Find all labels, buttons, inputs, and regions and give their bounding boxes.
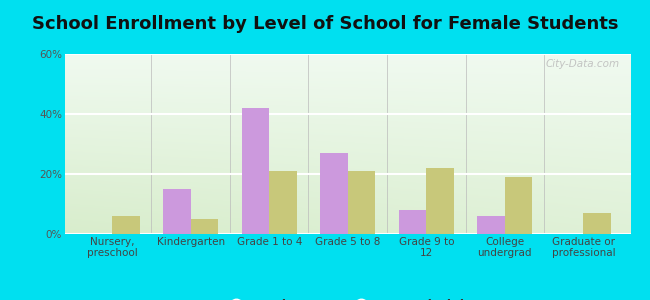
Bar: [320, 153, 348, 234]
Bar: [477, 216, 505, 234]
Bar: [242, 108, 269, 234]
Text: School Enrollment by Level of School for Female Students: School Enrollment by Level of School for…: [32, 15, 618, 33]
Legend: Lumberport, West Virginia: Lumberport, West Virginia: [218, 294, 477, 300]
Bar: [584, 213, 611, 234]
Bar: [505, 177, 532, 234]
Text: City-Data.com: City-Data.com: [545, 59, 619, 69]
Bar: [163, 189, 190, 234]
Bar: [190, 219, 218, 234]
Bar: [399, 210, 426, 234]
Bar: [426, 168, 454, 234]
Bar: [112, 216, 140, 234]
Bar: [348, 171, 375, 234]
Bar: [269, 171, 296, 234]
